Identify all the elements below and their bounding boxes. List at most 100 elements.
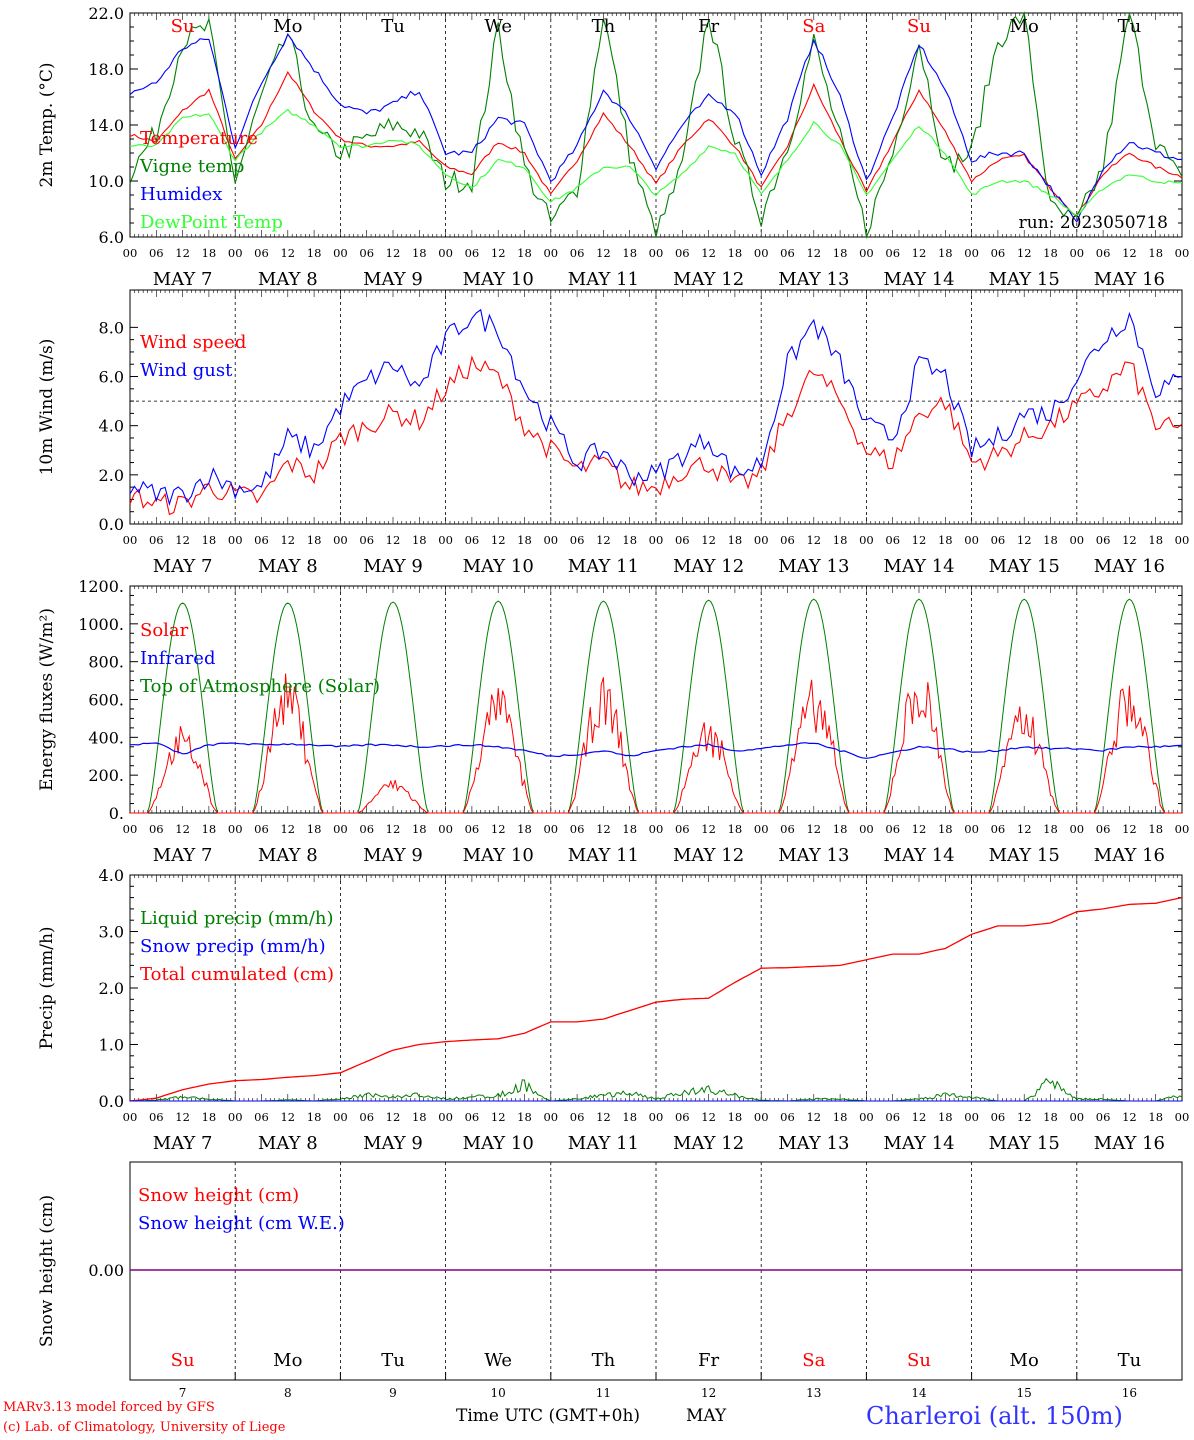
wind-hour-label: 18 [307, 533, 322, 547]
precip-y-label: 1.0 [99, 1036, 124, 1055]
temperature-series-0 [129, 70, 1183, 217]
temperature-legend-item: DewPoint Temp [140, 212, 283, 233]
precip-hour-label: 06 [254, 1110, 269, 1124]
wind-hour-label: 18 [517, 533, 532, 547]
energy-hour-label: 00 [859, 822, 874, 836]
temperature-date-label: MAY 9 [363, 269, 423, 290]
wind-date-label: MAY 8 [258, 556, 318, 577]
wind-hour-label: 18 [833, 533, 848, 547]
wind-hour-label: 06 [359, 533, 374, 547]
temperature-hour-label: 00 [1069, 246, 1084, 260]
energy-hour-label: 18 [307, 822, 322, 836]
energy-axis-title: Energy fluxes (W/m²) [37, 608, 57, 791]
precip-legend-item: Liquid precip (mm/h) [140, 908, 334, 929]
energy-hour-label: 18 [517, 822, 532, 836]
temperature-y-label: 10.0 [88, 172, 124, 191]
temperature-hour-label: 06 [570, 246, 585, 260]
temperature-y-label: 6.0 [99, 228, 124, 247]
energy-hour-label: 00 [543, 822, 558, 836]
grid-layer [129, 12, 1183, 1381]
snow-legend-item: Snow height (cm) [138, 1185, 299, 1206]
energy-hour-label: 06 [359, 822, 374, 836]
temperature-y-label: 14.0 [88, 116, 124, 135]
snow-day-name: We [484, 1350, 512, 1371]
precip-legend-item: Total cumulated (cm) [140, 964, 334, 985]
temperature-hour-label: 06 [149, 246, 164, 260]
wind-hour-label: 12 [912, 533, 927, 547]
wind-series-0 [129, 355, 1183, 516]
temperature-series-1 [129, 11, 1183, 239]
precip-hour-label: 12 [491, 1110, 506, 1124]
energy-y-label: 400. [88, 728, 124, 747]
snow-axis-title: Snow height (cm) [37, 1195, 57, 1347]
temperature-hour-label: 06 [1096, 246, 1111, 260]
temperature-axis-title: 2m Temp. (°C) [37, 62, 57, 187]
precip-hour-label: 06 [991, 1110, 1006, 1124]
temperature-hour-label: 18 [938, 246, 953, 260]
precip-hour-label: 12 [596, 1110, 611, 1124]
energy-infrared-series [130, 742, 1183, 759]
wind-hour-label: 06 [991, 533, 1006, 547]
energy-hour-label: 00 [1069, 822, 1084, 836]
snow-day-number: 10 [491, 1386, 506, 1400]
temperature-day-name: Mo [273, 16, 302, 37]
energy-date-label: MAY 12 [673, 845, 744, 866]
temperature-hour-label: 06 [359, 246, 374, 260]
energy-hour-label: 18 [938, 822, 953, 836]
wind-hour-label: 18 [202, 533, 217, 547]
energy-hour-label: 06 [780, 822, 795, 836]
precip-hour-label: 00 [649, 1110, 664, 1124]
precip-hour-label: 18 [202, 1110, 217, 1124]
energy-y-label: 1200. [78, 577, 124, 596]
temperature-hour-label: 00 [438, 246, 453, 260]
temperature-date-label: MAY 15 [989, 269, 1060, 290]
energy-hour-label: 12 [491, 822, 506, 836]
snow-day-name: Su [907, 1350, 931, 1371]
wind-hour-label: 06 [780, 533, 795, 547]
temperature-hour-label: 00 [964, 246, 979, 260]
wind-legend-item: Wind speed [140, 332, 246, 353]
wind-y-label: 8.0 [99, 318, 124, 337]
energy-hour-label: 06 [254, 822, 269, 836]
temperature-hour-label: 00 [859, 246, 874, 260]
wind-hour-label: 12 [596, 533, 611, 547]
temperature-hour-label: 12 [912, 246, 927, 260]
snow-day-name: Mo [1010, 1350, 1039, 1371]
energy-y-label: 0. [109, 804, 124, 823]
energy-date-label: MAY 15 [989, 845, 1060, 866]
energy-hour-label: 00 [754, 822, 769, 836]
wind-hour-label: 00 [228, 533, 243, 547]
temperature-hour-label: 12 [280, 246, 295, 260]
energy-y-label: 600. [88, 691, 124, 710]
wind-hour-label: 00 [438, 533, 453, 547]
precip-hour-label: 12 [280, 1110, 295, 1124]
precip-hour-label: 00 [123, 1110, 138, 1124]
temperature-hour-label: 18 [728, 246, 743, 260]
temperature-date-label: MAY 13 [778, 269, 849, 290]
temperature-date-label: MAY 14 [883, 269, 954, 290]
snow-day-number: 13 [806, 1386, 821, 1400]
energy-hour-label: 12 [386, 822, 401, 836]
station-name: Charleroi (alt. 150m) [866, 1402, 1123, 1430]
precip-hour-label: 06 [885, 1110, 900, 1124]
energy-hour-label: 06 [1096, 822, 1111, 836]
energy-y-label: 1000. [78, 615, 124, 634]
credit-line-1: MARv3.13 model forced by GFS [3, 1400, 215, 1415]
energy-hour-label: 06 [465, 822, 480, 836]
energy-hour-label: 12 [1122, 822, 1137, 836]
temperature-date-label: MAY 16 [1094, 269, 1165, 290]
energy-date-label: MAY 8 [258, 845, 318, 866]
wind-hour-label: 12 [701, 533, 716, 547]
wind-hour-label: 06 [885, 533, 900, 547]
precip-total-series [129, 896, 1183, 1102]
temperature-date-label: MAY 8 [258, 269, 318, 290]
precip-date-label: MAY 12 [673, 1133, 744, 1154]
energy-hour-label: 06 [675, 822, 690, 836]
energy-hour-label: 18 [622, 822, 637, 836]
precip-hour-label: 18 [938, 1110, 953, 1124]
temperature-hour-label: 06 [254, 246, 269, 260]
temperature-series-3 [129, 108, 1183, 217]
energy-legend-item: Infrared [140, 648, 215, 669]
wind-date-label: MAY 13 [778, 556, 849, 577]
